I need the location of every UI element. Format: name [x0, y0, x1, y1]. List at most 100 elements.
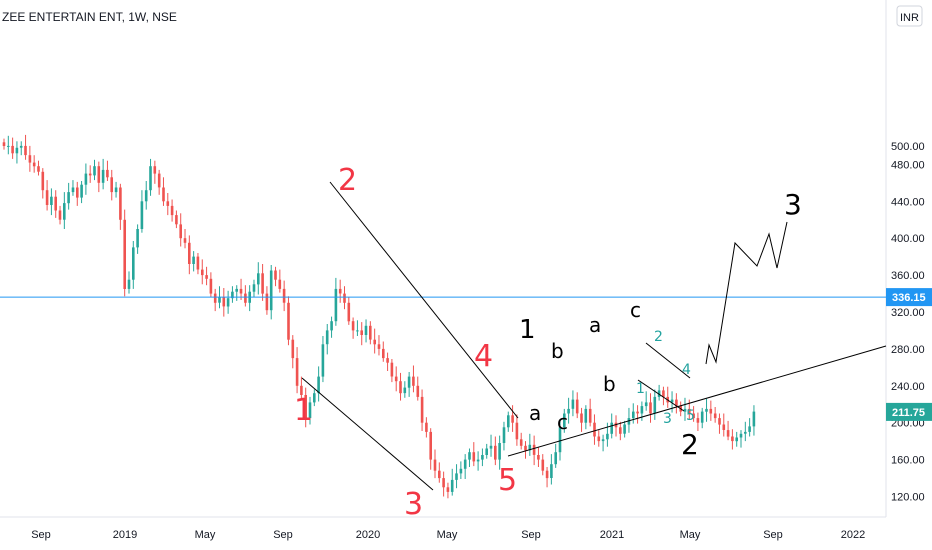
candle-body [196, 256, 200, 270]
candle-body [532, 444, 536, 455]
candle-body [19, 145, 23, 148]
candle-body [524, 445, 527, 451]
candle-body [442, 478, 445, 488]
candle-body [498, 443, 501, 460]
x-tick-label: May [680, 529, 701, 541]
candle-body [696, 418, 700, 423]
candle-body [360, 330, 363, 335]
candle-body [575, 399, 579, 414]
subwave-a-2: a [589, 313, 601, 337]
x-tick-label: May [195, 529, 216, 541]
candle-body [162, 187, 165, 202]
candle-body [403, 387, 407, 394]
y-tick-label: 160.00 [891, 455, 925, 467]
candle-body [718, 418, 721, 425]
candle-body [472, 452, 476, 462]
candle-body [580, 413, 583, 423]
candle-body [683, 408, 687, 412]
candle-body [537, 455, 540, 460]
support-trendline[interactable] [507, 345, 887, 457]
candle-body [330, 321, 333, 331]
candle-body [351, 321, 355, 331]
teal-wave-2: 2 [654, 329, 663, 345]
candle-body [550, 464, 553, 478]
candle-body [636, 411, 639, 414]
time-axis[interactable]: Sep 2019 May Sep 2020 May Sep 2021 May Sep 2022 [31, 529, 865, 541]
candle-body [588, 408, 592, 423]
candle-body [644, 402, 648, 407]
candle-body [239, 288, 243, 294]
small-channel-lower[interactable] [637, 379, 685, 412]
x-tick-label: Sep [31, 529, 51, 541]
wave-red-3: 3 [404, 487, 423, 522]
small-channel-upper[interactable] [645, 342, 691, 379]
candle-body [274, 270, 277, 280]
candle-body [446, 487, 450, 492]
candle-body [32, 162, 36, 167]
candle-body [459, 468, 463, 474]
candle-body [511, 415, 514, 423]
candle-body [653, 396, 657, 414]
y-tick-label: 500.00 [891, 141, 925, 153]
candle-body [584, 408, 588, 423]
projection-path[interactable] [705, 221, 788, 365]
candle-body [201, 269, 204, 276]
candle-body [412, 376, 415, 386]
wave-red-2: 2 [338, 163, 357, 198]
candle-body [567, 408, 570, 414]
candle-body [41, 171, 45, 191]
candle-body [24, 145, 27, 156]
candle-body [399, 381, 402, 394]
candle-body [338, 288, 342, 294]
candle-body [623, 424, 626, 434]
candle-body [709, 408, 713, 414]
candle-body [476, 459, 480, 462]
x-tick-label: 2019 [113, 529, 137, 541]
candle-body [356, 330, 359, 332]
candle-body [97, 166, 101, 183]
candle-body [640, 406, 644, 414]
candle-body [455, 473, 458, 480]
price-axis[interactable]: 500.00 480.00 440.00 400.00 360.00 320.00 280.… [891, 141, 925, 504]
candle-body [101, 169, 105, 183]
teal-wave-5: 5 [686, 408, 695, 424]
candle-body [192, 256, 195, 264]
candle-body [235, 288, 238, 292]
candle-body [119, 187, 122, 220]
wave-red-5: 5 [498, 463, 517, 498]
subwave-c-2: c [630, 298, 641, 322]
candle-body [166, 201, 170, 206]
candle-body [244, 293, 247, 303]
channel-lower-line[interactable] [301, 377, 434, 491]
candle-body [343, 293, 346, 303]
wave-red-4: 4 [474, 339, 493, 374]
candle-body [157, 173, 161, 188]
candle-body [321, 344, 325, 377]
y-tick-label: 280.00 [891, 344, 925, 356]
candle-body [688, 408, 691, 414]
currency-badge[interactable] [896, 5, 923, 27]
candle-body [489, 445, 493, 449]
candle-body [45, 190, 49, 205]
channel-upper-line[interactable] [329, 181, 519, 419]
candle-body [726, 430, 730, 437]
hline-price-tag-bg [886, 288, 932, 307]
candle-body [144, 190, 148, 202]
x-tick-label: 2020 [356, 529, 380, 541]
candle-body [123, 219, 126, 289]
candle-body [722, 424, 726, 430]
candle-body [593, 422, 596, 437]
candle-body [597, 436, 601, 442]
candle-body [606, 433, 609, 440]
candle-body [205, 275, 208, 279]
candle-body [627, 418, 631, 425]
candle-body [63, 203, 66, 220]
candle-body [7, 145, 10, 147]
candle-body [170, 205, 174, 216]
candle-body [76, 187, 79, 198]
candle-body [325, 330, 329, 345]
candle-body [468, 452, 471, 460]
candle-body [377, 344, 381, 349]
hline-price-tag: 336.15 [886, 288, 932, 307]
